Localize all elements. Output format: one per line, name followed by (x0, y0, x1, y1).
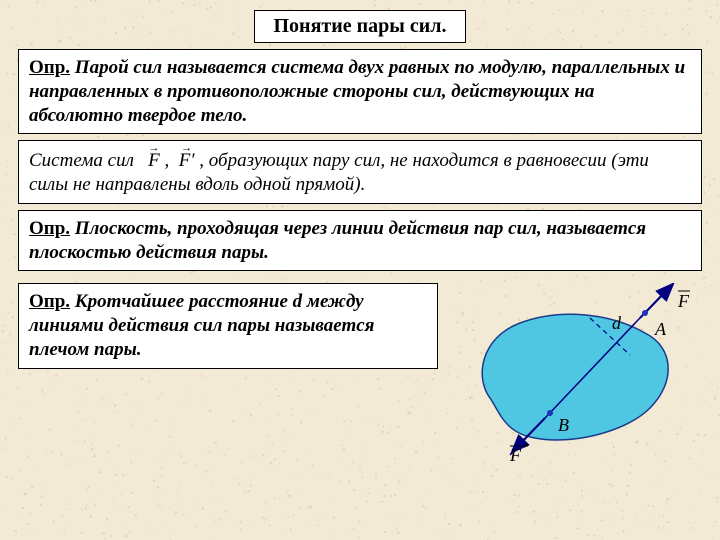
defn-label-1: Опр. (29, 57, 70, 78)
svg-text:′: ′ (523, 439, 528, 459)
svg-text:B: B (558, 415, 569, 435)
svg-text:d: d (612, 313, 622, 333)
definition-box-1: Опр. Парой сил называется система двух р… (18, 49, 702, 134)
defn-label-3: Опр. (29, 291, 70, 312)
svg-text:F: F (509, 445, 522, 463)
defn-label-2: Опр. (29, 218, 70, 239)
defn-text-1: Парой сил называется система двух равных… (29, 57, 685, 126)
definition-box-3: Опр. Кротчайшее расстояние d между линия… (18, 283, 438, 368)
page-title: Понятие пары сил. (273, 15, 446, 37)
defn-text-3: Кротчайшее расстояние d между линиями де… (29, 291, 374, 360)
definition-box-2: Опр. Плоскость, проходящая через линии д… (18, 210, 702, 272)
system-lead: Система сил (29, 150, 134, 171)
content-area: Понятие пары сил. Опр. Парой сил называе… (0, 0, 720, 463)
vector-F: →F (148, 147, 160, 173)
title-box: Понятие пары сил. (254, 10, 465, 43)
system-box: Система сил →F , →F′ , образующих пару с… (18, 140, 702, 204)
svg-text:A: A (654, 319, 667, 339)
vector-F-prime: →F′ (179, 147, 195, 173)
defn-text-2: Плоскость, проходящая через линии действ… (29, 218, 646, 263)
force-couple-diagram: d A B F F ′ (450, 283, 702, 453)
svg-text:F: F (677, 291, 690, 311)
